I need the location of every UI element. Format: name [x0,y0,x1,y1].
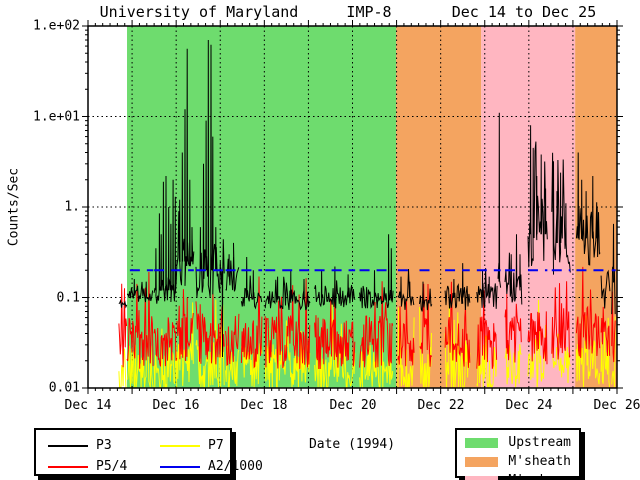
legend-swatch-upstream [465,437,499,448]
legend-label-p5-4: P5/4 [96,459,128,474]
legend-swatch-msphere [465,475,499,480]
y-tick-label: 1.e+02 [33,18,80,34]
x-tick-label: Dec 24 [505,398,553,413]
x-axis-title: Date (1994) [308,437,396,452]
x-tick-label: Dec 20 [329,398,377,413]
region-legend: Upstream M'sheath M'sphere [455,428,581,480]
legend-label-a2-1000: A2/1000 [208,459,263,474]
x-tick-label: Dec 14 [64,398,112,413]
legend-line-p7 [160,444,200,447]
legend-item-msheath: M'sheath [465,454,571,469]
legend-item-msphere: M'sphere [465,473,571,480]
x-tick-label: Dec 26 [593,398,640,413]
y-axis-title: Counts/Sec [6,167,22,247]
legend-line-a2-1000 [160,465,200,468]
legend-label-upstream: Upstream [508,435,571,450]
legend-swatch-msheath [465,456,499,467]
chart-title-spacecraft: IMP-8 [346,3,392,21]
region-legend-rows: Upstream M'sheath M'sphere [457,430,579,480]
x-tick-label: Dec 22 [417,398,465,413]
y-tick-label: 1. [64,199,80,215]
y-tick-label: 1.e+01 [33,109,80,125]
x-tick-label: Dec 18 [240,398,288,413]
legend-line-p5-4 [48,465,88,468]
legend-item-upstream: Upstream [465,435,571,450]
series-legend-grid: P3 P7 P5/4 A2/1000 [36,430,263,480]
legend-label-p7: P7 [208,438,224,453]
series-legend: P3 P7 P5/4 A2/1000 [34,428,263,476]
y-tick-label: 0.1 [56,290,80,306]
legend-label-msphere: M'sphere [508,473,571,480]
y-tick-label: 0.01 [48,380,80,396]
legend-label-msheath: M'sheath [508,454,571,469]
chart-title-institution: University of Maryland [99,3,299,21]
chart-title-daterange: Dec 14 to Dec 25 [451,3,597,21]
legend-line-p3 [48,444,88,447]
x-tick-label: Dec 16 [152,398,200,413]
legend-label-p3: P3 [96,438,112,453]
